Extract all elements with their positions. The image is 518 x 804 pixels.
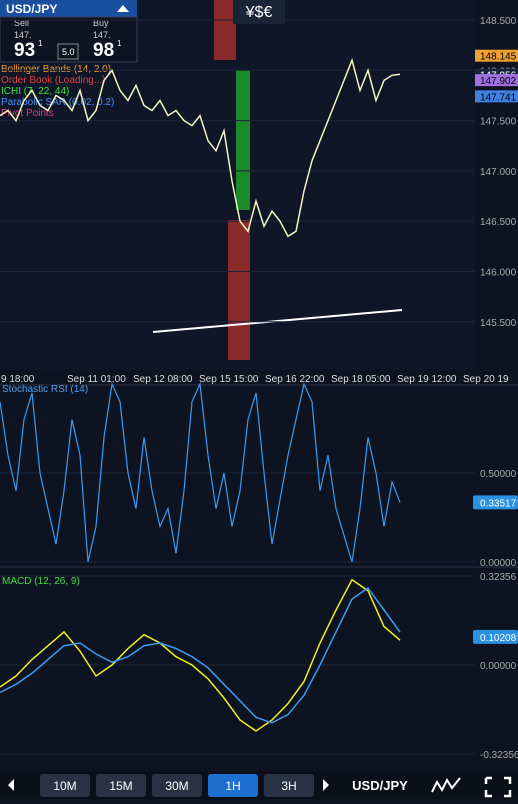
price-tag-label: 147.902 [480,76,517,87]
y-tick-label: 146.000 [480,268,517,279]
panel-title: Stochastic RSI (14) [2,384,88,395]
sell-price[interactable]: 93 [14,40,35,61]
fullscreen-icon[interactable] [484,776,512,798]
y-tick-label: 147.000 [480,167,517,178]
y-tick-label: 147.500 [480,117,517,128]
profile-bar [214,0,236,60]
timeframe-button[interactable] [208,774,258,797]
timeframe-button[interactable] [264,774,314,797]
stoch-rsi-line [0,381,401,563]
y-tick-label: 146.500 [480,217,517,228]
y-tick-label: 0.00000 [480,661,517,672]
current-tag [473,495,518,510]
timeframe-button[interactable] [96,774,146,797]
indicator-label: Bollinger Bands (14, 2.0) [1,64,111,75]
timeframe-button[interactable] [152,774,202,797]
sell-sup: 1 [38,39,43,48]
sell-label: Sell [14,18,29,28]
x-tick-label: Sep 16 22:00 [265,374,325,385]
x-tick-label: Sep 19 12:00 [397,374,457,385]
x-tick-label: Sep 18 05:00 [331,374,391,385]
timeframe-label: 15M [109,779,132,793]
price-line [0,57,401,238]
current-tag [473,629,518,644]
x-tick-label: Sep 11 01:00 [67,374,126,385]
spread-box [57,43,79,60]
indicator-label: ICHI (7, 22, 44) [1,86,69,97]
symbol: USD/JPY [6,2,57,16]
x-tick-label: Sep 20 19 [463,374,509,385]
signal-line [0,586,401,724]
indicator-label: Parabolic SAR (0.02, 0.2) [1,97,114,108]
timeframe-label: 10M [53,779,76,793]
profile-bar [236,70,250,210]
symbol-dropdown[interactable] [0,0,137,17]
x-tick-label: Sep 12 08:00 [133,374,193,385]
draw-tool-icon[interactable] [431,777,461,793]
sell-big: 147. [14,30,32,40]
buy-sup: 1 [117,39,122,48]
price-tag-label: 148.145 [480,52,517,63]
y-tick-label: 0.50000 [480,469,517,480]
spread: 5.0 [62,47,75,57]
trend-line [152,309,403,333]
price-tag-label: 147.741 [480,92,517,103]
scroll-right[interactable] [323,779,329,791]
y-tick-label: 0.00000 [480,558,517,569]
toolbar-symbol[interactable]: USD/JPY [352,778,408,793]
x-tick-label: Sep 15 15:00 [199,374,259,385]
scroll-left[interactable] [8,779,14,791]
y-tick-label: 148.500 [480,16,517,27]
buy-label: Buy [93,18,109,28]
quote-box [0,16,138,63]
timeframe-label: 30M [165,779,188,793]
profile-bar [228,220,250,360]
price-tag [475,49,518,62]
panel-title: MACD (12, 26, 9) [2,576,80,587]
timeframe-label: 3H [281,779,296,793]
buy-price[interactable]: 98 [93,40,114,61]
dropdown-arrow [117,5,129,12]
y-tick-label: -0.32356 [480,750,518,761]
macd-line [0,578,401,732]
price-tag [475,74,518,87]
current-tag-label: 0.10208 [480,633,517,644]
indicator-label: Pivot Points [1,108,54,119]
timeframe-label: 1H [225,779,240,793]
buy-big: 147. [93,30,111,40]
currency-badge-text: ¥$€ [245,4,273,21]
y-tick-label: 145.500 [480,318,517,329]
timeframe-button[interactable] [40,774,90,797]
y-tick-label: 0.32356 [480,572,517,583]
current-tag-label: 0.33517 [480,498,517,509]
price-tag [475,90,518,103]
indicator-label: Order Book (Loading...) [1,75,106,86]
x-tick-label: 9 18:00 [1,374,35,385]
